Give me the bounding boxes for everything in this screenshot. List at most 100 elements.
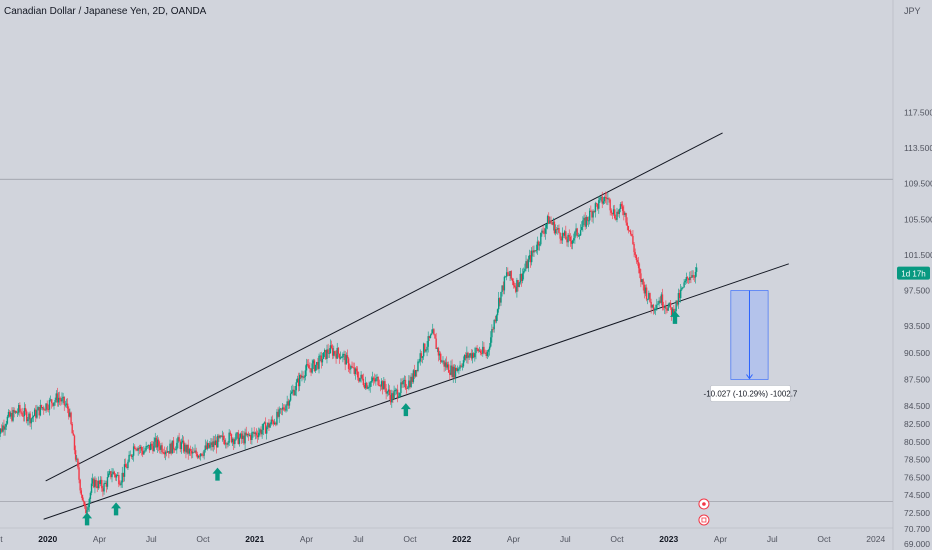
candle (399, 392, 401, 398)
candle-body (563, 231, 566, 236)
candle-body (377, 376, 379, 386)
support-arrows (82, 310, 680, 526)
candle (5, 421, 7, 431)
x-tick-label: 2022 (452, 534, 471, 544)
candle (541, 228, 543, 237)
candle-body (62, 396, 64, 399)
price-axis[interactable]: 117.500 113.500 109.500 105.500 101.500 97.50… (892, 0, 932, 550)
candle (278, 406, 280, 423)
candle-body (449, 372, 451, 375)
candle-body (500, 291, 502, 303)
candle (412, 369, 415, 384)
candle (171, 440, 173, 454)
candle (593, 210, 595, 214)
candle-body (657, 303, 659, 305)
candle-body (336, 347, 338, 359)
candle-body (18, 404, 20, 413)
candle-body (156, 439, 159, 448)
candle (111, 467, 113, 483)
candle-body (135, 448, 137, 450)
candle-body (81, 494, 84, 501)
candle-body (145, 446, 147, 451)
candle-body (334, 351, 336, 354)
candle (386, 390, 388, 397)
candle-body (320, 355, 322, 363)
candle-body (143, 451, 145, 455)
candle-body (385, 388, 387, 394)
candle (350, 364, 352, 374)
candle-body (511, 278, 514, 282)
candle-body (39, 404, 42, 416)
candle (8, 409, 11, 418)
x-tick-label: Apr (300, 534, 313, 544)
candle-body (502, 285, 504, 291)
candle (637, 257, 640, 274)
candle (609, 198, 611, 216)
candle (503, 275, 506, 295)
candle-body (556, 229, 558, 230)
candle (242, 430, 244, 444)
chart-title: Canadian Dollar / Japanese Yen, 2D, OAND… (4, 6, 207, 17)
candle (379, 384, 382, 392)
candle-body (267, 422, 269, 428)
candle (60, 396, 62, 406)
candle (422, 342, 425, 360)
candle-body (626, 222, 628, 226)
candle-body (515, 286, 517, 292)
candle-body (98, 480, 101, 484)
candle (686, 276, 689, 284)
time-axis[interactable]: Oct 2020 Apr Jul Oct 2021 Apr Jul Oct 2022 Apr Jul O… (0, 527, 893, 544)
candle-body (242, 435, 244, 439)
candle-body (230, 434, 233, 443)
candle (511, 277, 514, 285)
candle (667, 303, 669, 312)
candle (620, 201, 623, 209)
candle (176, 438, 178, 454)
candle-body (679, 289, 682, 299)
candle (648, 290, 650, 301)
candle-body (223, 440, 226, 445)
candle-body (623, 210, 625, 215)
candle (550, 216, 552, 225)
candle (275, 421, 277, 427)
candle (346, 349, 349, 364)
candle-body (113, 471, 115, 475)
candle-body (598, 200, 600, 209)
candle (185, 442, 187, 459)
candle-body (168, 451, 170, 454)
candle (193, 448, 195, 453)
candle (505, 267, 508, 281)
candle (268, 419, 270, 432)
candle-body (227, 442, 229, 445)
candle-body (541, 230, 543, 233)
candle (384, 378, 386, 392)
candle (109, 469, 111, 476)
y-tick-label: 72.500 (904, 508, 930, 518)
candle-body (360, 374, 362, 379)
candle (651, 304, 653, 308)
candle (116, 471, 119, 476)
candle (389, 390, 392, 405)
candle-body (294, 390, 296, 396)
candle (571, 239, 574, 250)
candle-body (610, 210, 613, 213)
candle-body (354, 368, 357, 374)
measure-tool[interactable]: -10.027 (-10.29%) -1002.7 (704, 290, 798, 402)
candle (0, 428, 2, 437)
candle-body (534, 250, 536, 252)
candle-body (103, 483, 105, 492)
candle-body (209, 445, 211, 448)
candle (361, 374, 363, 381)
candle-body (488, 346, 491, 350)
candle (371, 371, 374, 383)
candle (292, 384, 294, 396)
candle-body (127, 461, 129, 469)
candle (408, 375, 410, 391)
candle-body (495, 315, 498, 322)
candle-body (644, 287, 647, 294)
candle (210, 437, 212, 451)
measure-label: -10.027 (-10.29%) -1002.7 (704, 390, 798, 399)
candle-body (388, 389, 391, 395)
candle-body (387, 389, 390, 392)
